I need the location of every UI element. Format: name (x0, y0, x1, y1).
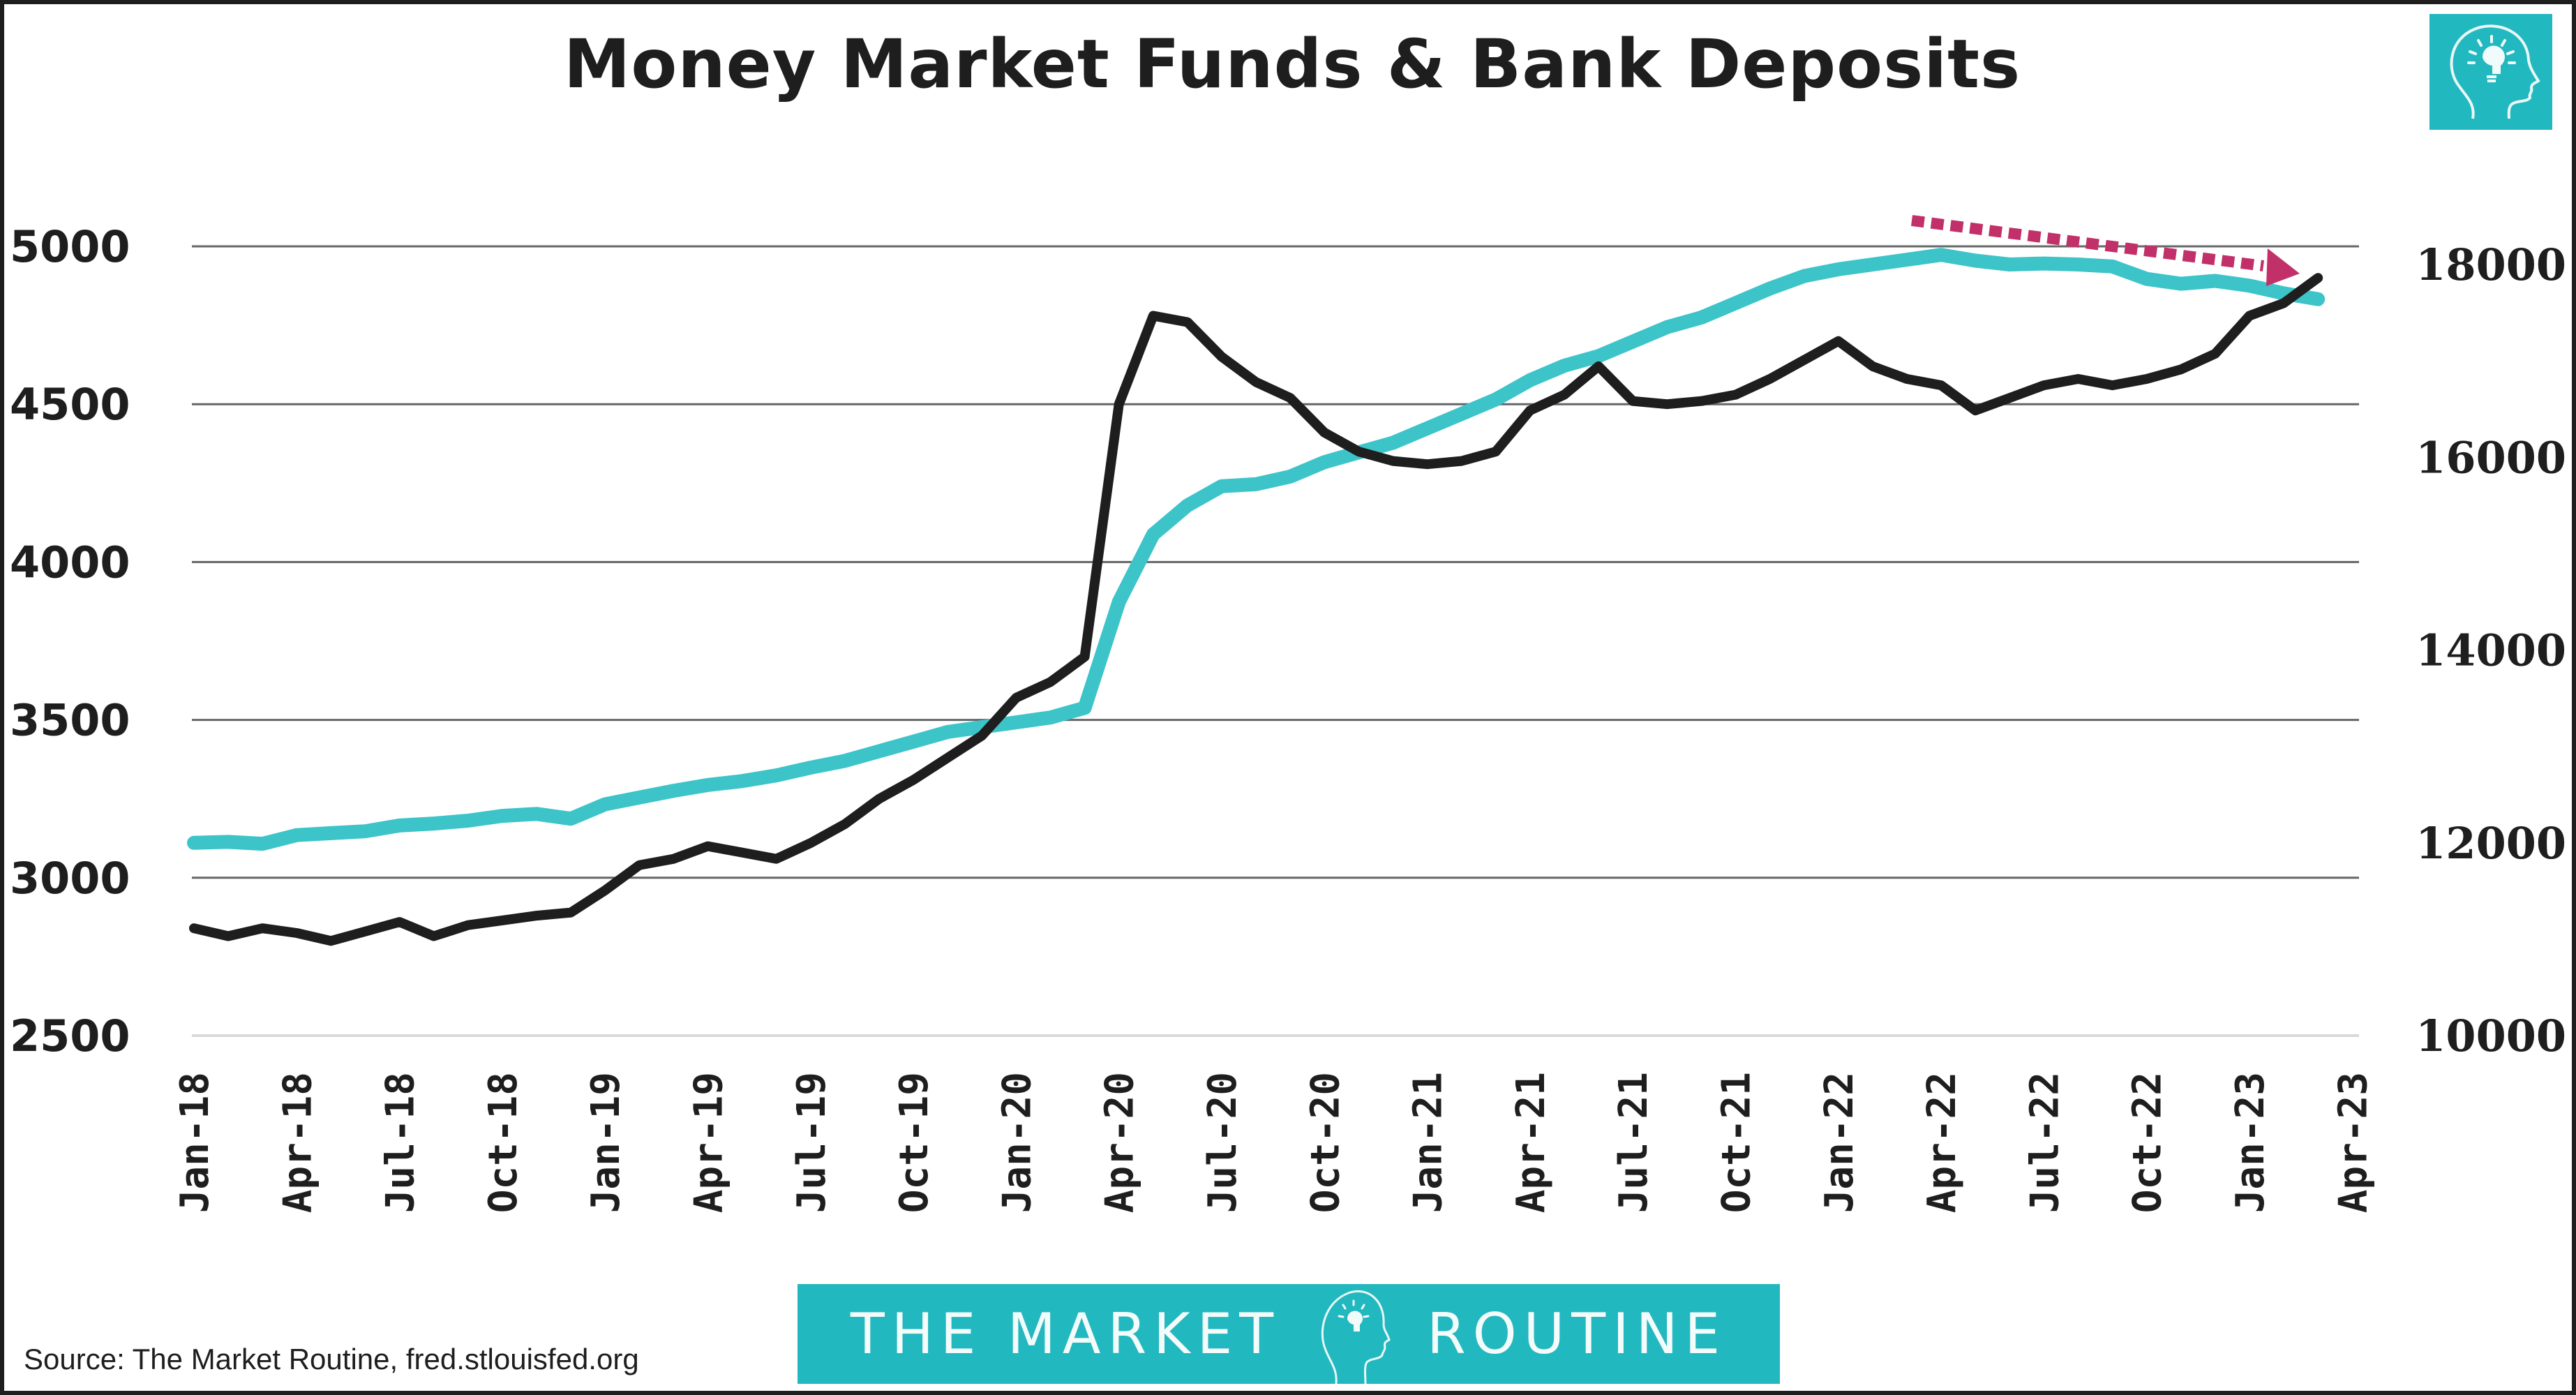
right-y-tick-label: 14000 (2416, 625, 2566, 676)
x-tick-label: Jan-20 (994, 1072, 1040, 1213)
head-lightbulb-icon (1321, 1290, 1391, 1384)
right-y-tick-label: 12000 (2416, 818, 2566, 869)
x-tick-label: Jan-19 (583, 1072, 629, 1213)
x-tick-label: Jan-21 (1406, 1072, 1451, 1213)
chart-title: Money Market Funds & Bank Deposits (563, 25, 2021, 103)
banner-left-text: THE MARKET (850, 1301, 1281, 1366)
line-chart: 2500 3000 3500 4000 4500 5000 10000 12000 14000… (10, 215, 2566, 1213)
left-y-tick-label: 3500 (10, 695, 130, 746)
head-lightbulb-logo-icon (2429, 14, 2552, 130)
bank-deposits-line (187, 248, 2326, 851)
x-tick-label: Oct-21 (1714, 1072, 1760, 1213)
dotted-arrow-line (1910, 215, 2265, 271)
data-series (187, 248, 2326, 946)
x-tick-label: Apr-21 (1508, 1072, 1554, 1213)
x-tick-label: Apr-18 (275, 1072, 320, 1213)
left-y-tick-label: 3000 (10, 853, 130, 904)
right-y-tick-label: 18000 (2416, 239, 2566, 290)
x-tick-label: Jan-18 (172, 1072, 218, 1213)
right-y-tick-label: 16000 (2416, 432, 2566, 483)
x-tick-label: Jul-19 (789, 1072, 834, 1213)
arrow-head-icon (2266, 248, 2300, 286)
x-tick-label: Apr-23 (2330, 1072, 2376, 1213)
money-market-funds-line (189, 273, 2323, 946)
left-y-tick-label: 2500 (10, 1010, 130, 1061)
x-tick-label: Jul-20 (1200, 1072, 1245, 1213)
right-y-axis: 10000 12000 14000 16000 18000 (2416, 239, 2566, 1061)
x-axis: Jan-18 Apr-18 Jul-18 Oct-18 Jan-19 Apr-19 Jul-… (172, 1072, 2376, 1213)
x-tick-label: Jul-22 (2022, 1072, 2067, 1213)
x-tick-label: Jul-18 (378, 1072, 424, 1213)
gridlines (192, 245, 2359, 1037)
left-y-tick-label: 4000 (10, 537, 130, 588)
x-tick-label: Apr-22 (1919, 1072, 1965, 1213)
x-tick-label: Jul-21 (1611, 1072, 1656, 1213)
trend-arrow-annotation (1910, 215, 2300, 286)
banner-right-text: ROUTINE (1427, 1301, 1728, 1366)
x-tick-label: Jan-22 (1817, 1072, 1862, 1213)
x-tick-label: Oct-18 (481, 1072, 526, 1213)
source-note: Source: The Market Routine, fred.stlouis… (24, 1343, 639, 1375)
left-y-axis: 2500 3000 3500 4000 4500 5000 (10, 221, 130, 1061)
brand-banner: THE MARKET ROUTINE (797, 1284, 1780, 1384)
x-tick-label: Oct-22 (2125, 1072, 2171, 1213)
right-y-tick-label: 10000 (2416, 1010, 2566, 1061)
x-tick-label: Apr-19 (687, 1072, 732, 1213)
left-y-tick-label: 5000 (10, 221, 130, 272)
left-y-tick-label: 4500 (10, 379, 130, 430)
x-tick-label: Jan-23 (2228, 1072, 2273, 1213)
x-tick-label: Oct-20 (1303, 1072, 1348, 1213)
x-tick-label: Apr-20 (1098, 1072, 1143, 1213)
x-tick-label: Oct-19 (892, 1072, 937, 1213)
